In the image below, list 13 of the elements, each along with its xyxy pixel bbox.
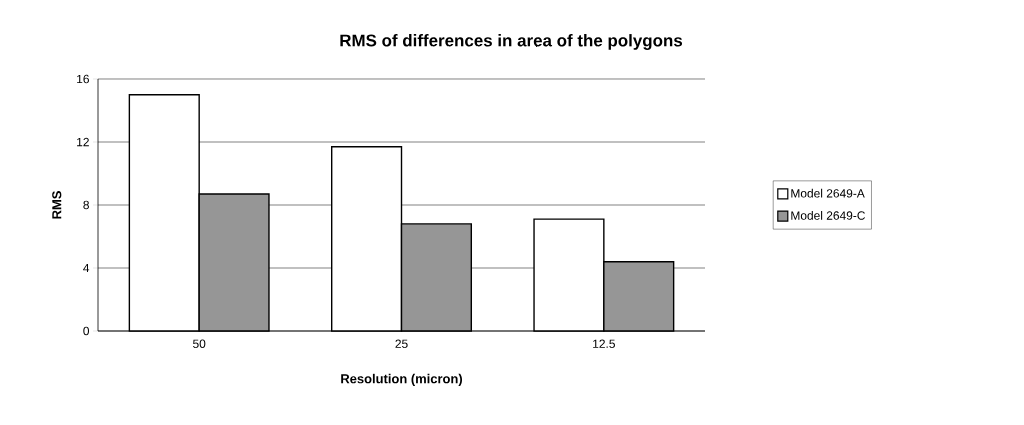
y-tick-label: 4 [83, 263, 90, 273]
y-tick-label: 16 [77, 74, 89, 84]
y-axis-title: RMS [52, 191, 62, 219]
y-tick-label: 12 [77, 137, 89, 147]
x-tick-label: 12.5 [593, 339, 615, 348]
legend-label: Model 2649-C [791, 211, 865, 220]
x-axis-title: Resolution (micron) [341, 373, 463, 386]
legend-label: Model 2649-A [791, 188, 865, 198]
y-tick-label: 0 [83, 326, 90, 336]
x-tick-label: 25 [395, 339, 408, 348]
y-tick-label: 8 [83, 200, 89, 210]
chart-title: RMS of differences in area of the polygons [340, 34, 683, 50]
x-tick-label: 50 [193, 339, 206, 348]
